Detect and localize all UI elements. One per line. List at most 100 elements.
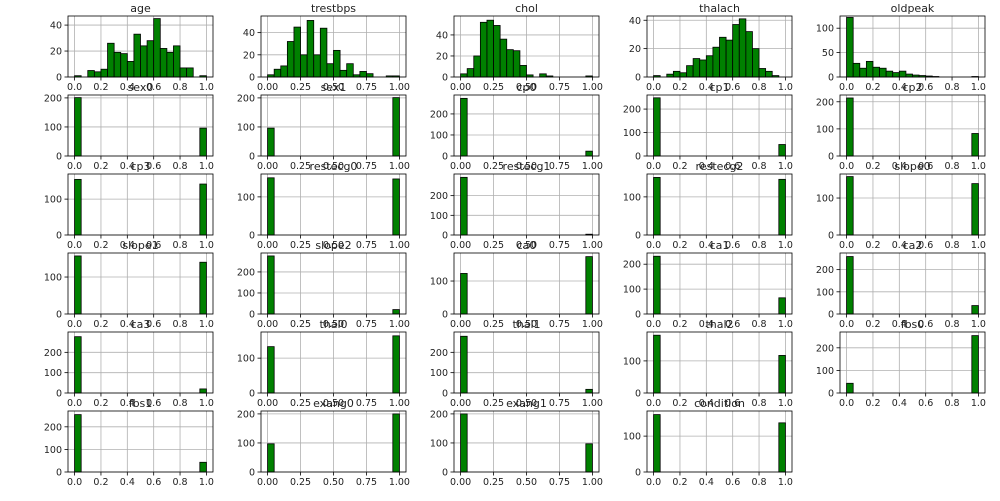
x-tick-label: 0.8 bbox=[751, 477, 766, 488]
x-tick-label: 0.4 bbox=[120, 319, 135, 330]
y-tick-label: 200 bbox=[623, 260, 641, 271]
chart-title: chol bbox=[515, 2, 538, 15]
bar bbox=[339, 69, 348, 78]
x-tick-label: 0.6 bbox=[146, 240, 161, 251]
y-tick-label: 200 bbox=[237, 267, 255, 278]
x-tick-label: 0.25 bbox=[483, 398, 504, 409]
bar bbox=[306, 20, 315, 78]
y-tick-label: 100 bbox=[430, 211, 448, 222]
x-tick-label: 0.6 bbox=[725, 477, 740, 488]
bar bbox=[585, 388, 593, 394]
x-tick-label: 0.0 bbox=[839, 319, 854, 330]
y-tick-label: 0 bbox=[56, 152, 62, 163]
axes-frame bbox=[839, 94, 986, 157]
x-tick-label: 0.4 bbox=[699, 161, 714, 172]
chart-title: oldpeak bbox=[891, 2, 935, 15]
x-tick-label: 0.2 bbox=[93, 398, 108, 409]
x-tick-label: 0.00 bbox=[257, 477, 278, 488]
chart-title: restecg0 bbox=[310, 160, 358, 173]
y-tick-label: 20 bbox=[629, 44, 641, 55]
x-tick-label: 0.2 bbox=[865, 319, 880, 330]
x-tick-label: 1.00 bbox=[582, 398, 603, 409]
x-tick-label: 0.25 bbox=[483, 82, 504, 93]
bar bbox=[280, 65, 288, 78]
x-tick-label: 1.0 bbox=[971, 161, 986, 172]
x-tick-label: 0.00 bbox=[450, 240, 471, 251]
y-tick-label: 0 bbox=[249, 389, 255, 400]
bar bbox=[460, 335, 468, 394]
y-tick-label: 50 bbox=[822, 48, 834, 59]
bar bbox=[905, 73, 913, 78]
y-tick-label: 0 bbox=[635, 310, 641, 321]
y-tick-label: 200 bbox=[44, 348, 62, 359]
x-tick-label: 0.0 bbox=[67, 82, 82, 93]
x-tick-label: 0.50 bbox=[516, 477, 537, 488]
chart-title: exang0 bbox=[313, 397, 354, 410]
bar bbox=[199, 127, 207, 157]
bar bbox=[313, 54, 321, 78]
bar bbox=[486, 19, 494, 78]
bar bbox=[479, 21, 488, 78]
y-tick-label: 20 bbox=[243, 50, 255, 61]
x-tick-label: 1.0 bbox=[971, 398, 986, 409]
axes-frame bbox=[260, 15, 407, 78]
chart-title: thalach bbox=[699, 2, 740, 15]
x-tick-label: 0.0 bbox=[839, 82, 854, 93]
y-tick-label: 0 bbox=[635, 152, 641, 163]
bar bbox=[846, 382, 854, 394]
x-tick-label: 0.6 bbox=[918, 82, 933, 93]
y-tick-label: 40 bbox=[243, 28, 255, 39]
bar bbox=[153, 18, 161, 78]
y-tick-label: 100 bbox=[816, 287, 834, 298]
y-tick-label: 100 bbox=[237, 438, 255, 449]
bar bbox=[539, 73, 547, 78]
x-tick-label: 0.75 bbox=[549, 477, 570, 488]
y-tick-label: 20 bbox=[436, 51, 448, 62]
axes-frame bbox=[646, 252, 793, 315]
bar bbox=[778, 422, 786, 473]
bar bbox=[392, 97, 400, 157]
bar bbox=[267, 443, 275, 473]
x-tick-label: 0.00 bbox=[257, 161, 278, 172]
y-tick-label: 200 bbox=[430, 109, 448, 120]
bar bbox=[140, 45, 148, 78]
x-tick-label: 0.2 bbox=[672, 240, 687, 251]
bar bbox=[879, 67, 887, 78]
chart-title: slope1 bbox=[122, 239, 158, 252]
x-tick-label: 0.75 bbox=[356, 240, 377, 251]
x-tick-label: 0.0 bbox=[646, 477, 661, 488]
x-tick-label: 0.8 bbox=[751, 161, 766, 172]
y-tick-label: 100 bbox=[44, 122, 62, 133]
y-tick-label: 0 bbox=[249, 231, 255, 242]
x-tick-label: 0.8 bbox=[172, 161, 187, 172]
x-tick-label: 0.25 bbox=[290, 477, 311, 488]
y-tick-label: 0 bbox=[56, 468, 62, 479]
bar bbox=[892, 72, 900, 78]
x-tick-label: 0.2 bbox=[672, 82, 687, 93]
bar bbox=[852, 62, 861, 78]
x-tick-label: 0.00 bbox=[257, 319, 278, 330]
y-tick-label: 0 bbox=[442, 310, 448, 321]
x-tick-label: 1.0 bbox=[199, 240, 214, 251]
y-tick-label: 100 bbox=[623, 285, 641, 296]
axes-frame bbox=[260, 331, 407, 394]
x-tick-label: 1.0 bbox=[971, 319, 986, 330]
axes-frame bbox=[646, 331, 793, 394]
x-tick-label: 0.2 bbox=[865, 240, 880, 251]
y-tick-label: 0 bbox=[442, 152, 448, 163]
x-tick-label: 0.0 bbox=[646, 161, 661, 172]
y-tick-label: 0 bbox=[635, 389, 641, 400]
axes-frame bbox=[260, 173, 407, 236]
bar bbox=[392, 309, 400, 315]
x-tick-label: 0.2 bbox=[93, 82, 108, 93]
x-tick-label: 0.25 bbox=[290, 82, 311, 93]
x-tick-label: 0.75 bbox=[549, 82, 570, 93]
x-tick-label: 0.6 bbox=[146, 477, 161, 488]
y-tick-label: 0 bbox=[635, 231, 641, 242]
x-tick-label: 0.4 bbox=[699, 82, 714, 93]
x-tick-label: 0.4 bbox=[699, 477, 714, 488]
y-tick-label: 100 bbox=[237, 354, 255, 365]
x-tick-label: 0.50 bbox=[516, 240, 537, 251]
x-tick-label: 0.6 bbox=[146, 161, 161, 172]
